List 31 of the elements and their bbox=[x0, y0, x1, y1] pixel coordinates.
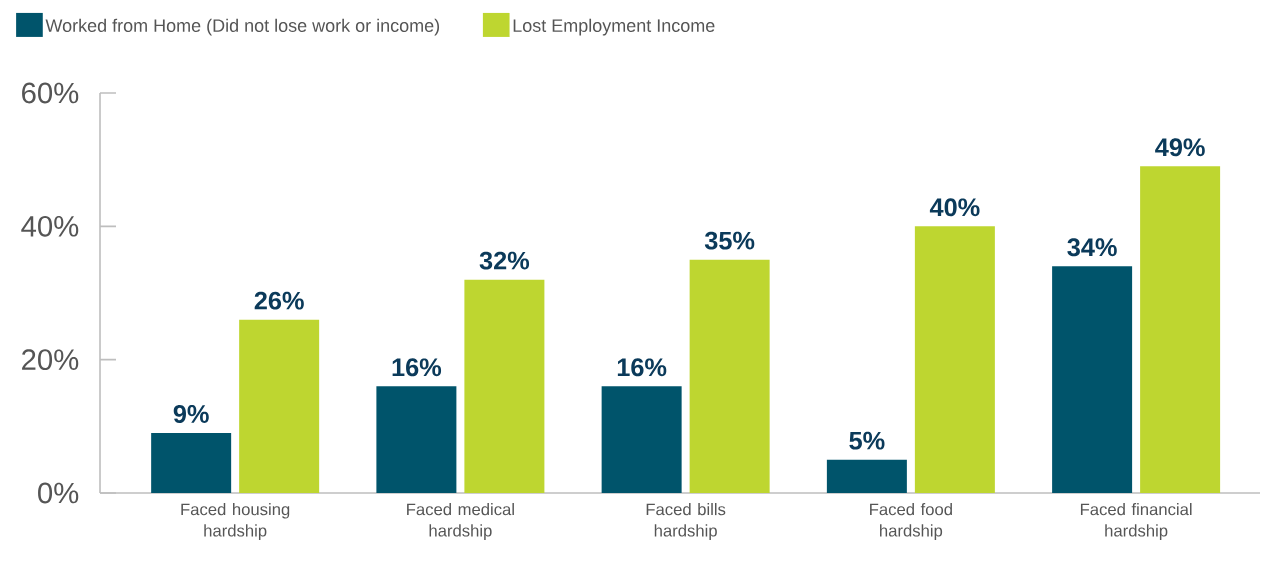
y-tick-label: 0% bbox=[38, 482, 79, 504]
x-tick-label: Faced bills hardship bbox=[646, 503, 726, 540]
bar bbox=[601, 386, 682, 493]
data-label: 35% bbox=[704, 231, 755, 250]
bar bbox=[239, 319, 320, 493]
data-label: 32% bbox=[479, 251, 530, 270]
bar bbox=[826, 459, 907, 493]
data-label: 26% bbox=[254, 291, 304, 310]
legend-label: Worked from Home (Did not lose work or income) bbox=[45, 18, 440, 36]
x-tick-label: Faced food hardship bbox=[870, 503, 952, 540]
y-tick-label: 60% bbox=[22, 82, 79, 104]
x-tick-label: Faced housing hardship bbox=[181, 503, 290, 540]
bar bbox=[376, 386, 457, 493]
bar bbox=[689, 259, 770, 493]
x-tick-label: Faced medical hardship bbox=[407, 503, 514, 540]
data-label: 9% bbox=[173, 405, 209, 423]
data-label: 49% bbox=[1155, 138, 1205, 157]
bar bbox=[1052, 266, 1133, 493]
data-label: 5% bbox=[849, 431, 885, 450]
data-label: 34% bbox=[1067, 238, 1117, 257]
y-tick-label: 40% bbox=[21, 215, 79, 237]
data-label: 16% bbox=[392, 358, 442, 377]
bar bbox=[1140, 166, 1221, 493]
x-tick-label: Faced financial hardship bbox=[1080, 503, 1192, 540]
bar bbox=[914, 226, 995, 493]
bar bbox=[151, 432, 232, 493]
data-label: 40% bbox=[929, 198, 980, 217]
legend-label: Lost Employment Income bbox=[513, 18, 715, 36]
y-tick-label: 20% bbox=[22, 349, 79, 371]
data-label: 16% bbox=[617, 358, 667, 377]
bar bbox=[464, 279, 545, 493]
